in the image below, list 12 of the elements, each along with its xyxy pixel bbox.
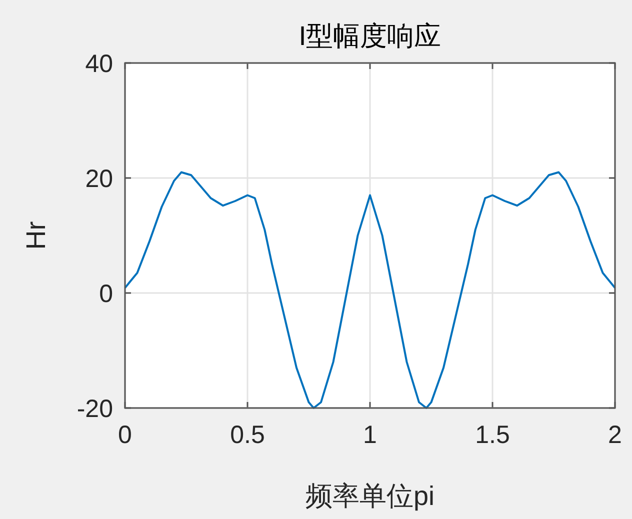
y-tick-label: -20 bbox=[76, 395, 113, 423]
y-axis-title: Hr bbox=[21, 221, 51, 250]
x-tick-label: 0.5 bbox=[230, 421, 265, 449]
x-axis-title: 频率单位pi bbox=[305, 481, 435, 511]
y-tick-label: 0 bbox=[99, 280, 113, 308]
x-tick-label: 1 bbox=[363, 421, 377, 449]
x-tick-label: 2 bbox=[608, 421, 622, 449]
x-tick-label: 0 bbox=[118, 421, 132, 449]
y-tick-label: 40 bbox=[85, 50, 113, 78]
chart-title: I型幅度响应 bbox=[298, 21, 442, 51]
x-tick-label: 1.5 bbox=[475, 421, 510, 449]
y-tick-label: 20 bbox=[85, 165, 113, 193]
